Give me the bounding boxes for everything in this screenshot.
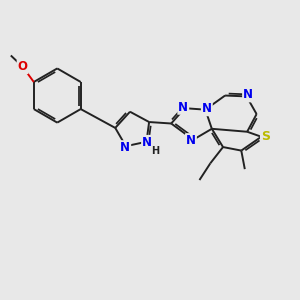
Text: O: O	[18, 60, 28, 73]
Text: N: N	[178, 101, 188, 114]
Text: S: S	[261, 130, 270, 143]
Text: N: N	[202, 102, 212, 115]
Text: N: N	[142, 136, 152, 149]
Text: N: N	[186, 134, 196, 147]
Text: H: H	[151, 146, 159, 156]
Text: N: N	[120, 141, 130, 154]
Text: N: N	[243, 88, 253, 101]
